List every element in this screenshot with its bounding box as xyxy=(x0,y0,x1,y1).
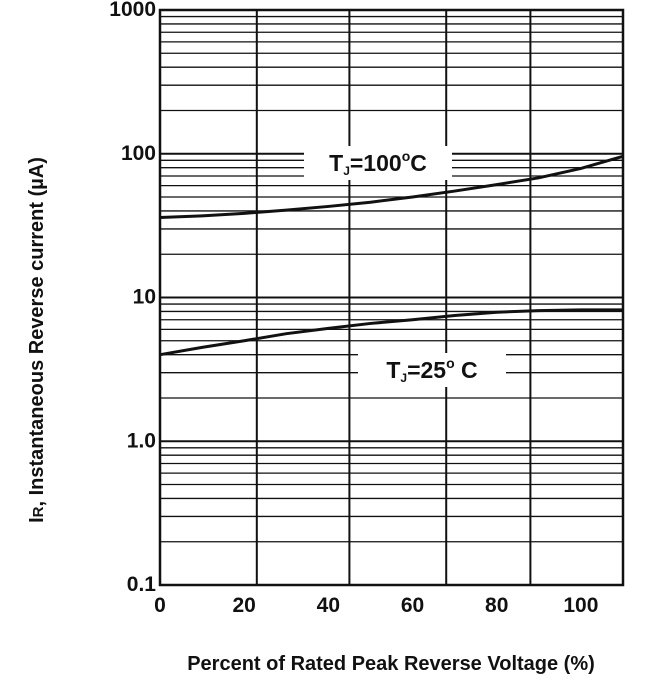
x-tick-label: 60 xyxy=(401,594,424,617)
y-axis-label-main: I xyxy=(26,517,48,523)
plot-frame xyxy=(158,8,625,587)
x-tick-label: 40 xyxy=(317,594,340,617)
y-tick-label: 10 xyxy=(133,286,156,309)
y-axis-label: IR, Instantaneous Reverse current (µA) xyxy=(26,157,48,523)
curve-label-tj-100c: TJ=100oC xyxy=(329,148,427,178)
x-axis-label: Percent of Rated Peak Reverse Voltage (%… xyxy=(187,653,595,675)
curve-label-tj-25c: TJ=25o C xyxy=(386,355,477,385)
x-tick-label: 80 xyxy=(485,594,508,617)
grid xyxy=(160,10,623,586)
y-tick-label: 100 xyxy=(121,142,156,165)
y-tick-label: 0.1 xyxy=(127,573,157,596)
x-tick-label: 0 xyxy=(154,594,166,617)
series-line-tj-25c xyxy=(159,308,623,357)
curve-label-bg xyxy=(358,353,506,387)
curve-labels: TJ=100oC TJ=25o C xyxy=(304,146,506,387)
series-curves xyxy=(159,154,624,357)
y-tick-label: 1000 xyxy=(109,0,156,21)
tick-labels: 0.1 1.0 10 100 1000 0 20 40 60 80 100 xyxy=(109,0,598,617)
series-line-tj-100c xyxy=(159,154,624,220)
y-tick-label: 1.0 xyxy=(127,429,156,452)
y-axis-label-sub: R xyxy=(30,506,47,517)
x-tick-label: 100 xyxy=(563,594,598,617)
curve-label-bg xyxy=(304,146,452,180)
x-tick-label: 20 xyxy=(233,594,256,617)
y-axis-label-rest: , Instantaneous Reverse current (µA) xyxy=(26,157,48,506)
